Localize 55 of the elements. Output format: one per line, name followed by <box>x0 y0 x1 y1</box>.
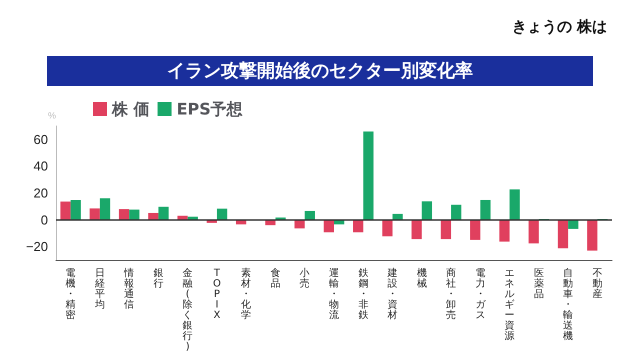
bar <box>100 198 110 220</box>
x-tick-label: 銀行 <box>153 268 164 290</box>
x-tick-label: 日経平均 <box>94 268 105 310</box>
bar <box>216 208 228 220</box>
text: きょうの 株は <box>512 18 608 36</box>
x-tick-label: 電力・ガス <box>475 268 486 321</box>
x-tick-label: 情報通信 <box>123 266 134 310</box>
bar <box>70 200 81 220</box>
bar <box>158 206 169 220</box>
y-tick-label: 0 <box>40 212 48 228</box>
bar <box>422 201 432 220</box>
x-tick-label: 鉄鋼・非鉄 <box>358 266 368 321</box>
legend-label: EPS予想 <box>176 100 244 118</box>
x-tick-label: 素材・化学 <box>240 266 252 321</box>
bar <box>392 214 403 220</box>
chart-title: イラン攻撃開始後のセクター別変化率 <box>167 60 473 82</box>
x-tick-label: 金融(除く銀行) <box>182 266 193 352</box>
bar <box>60 202 71 220</box>
bar <box>412 220 422 240</box>
bar <box>90 208 100 220</box>
x-tick-label: 機械 <box>416 266 427 290</box>
y-tick-label: 40 <box>34 158 48 174</box>
x-tick-label: 運輸・物流 <box>329 266 339 321</box>
bar <box>148 212 158 220</box>
bar <box>363 131 374 220</box>
bar <box>324 220 334 232</box>
y-tick-label: −20 <box>26 239 48 254</box>
bar <box>304 210 315 220</box>
x-tick-label: 自動車・輸送機 <box>563 266 574 342</box>
bar <box>470 220 480 240</box>
legend-label: 株 価 <box>111 100 150 118</box>
x-tick-label: 建設・資材 <box>386 266 398 321</box>
bar <box>499 220 510 242</box>
x-tick-label: 商社・卸売 <box>446 266 456 321</box>
y-tick-label: 60 <box>34 132 48 147</box>
y-axis-title: % <box>48 110 56 120</box>
bar <box>129 210 140 220</box>
bar <box>451 204 462 220</box>
x-tick-label: 食品 <box>270 266 280 290</box>
x-tick-label: 不動産 <box>592 268 602 300</box>
bar <box>353 220 364 232</box>
bar <box>118 209 130 220</box>
bar <box>558 220 568 248</box>
x-tick-label: 小売 <box>300 266 310 290</box>
bar <box>510 189 520 220</box>
x-tick-label: 医薬品 <box>534 268 544 300</box>
bar <box>382 220 393 236</box>
x-tick-label: エネルギー資源 <box>504 268 515 342</box>
bar <box>587 220 598 251</box>
y-tick-label: 20 <box>34 186 48 200</box>
bar <box>440 220 452 240</box>
x-tick-label: TOPIX <box>212 268 222 321</box>
bar <box>528 220 539 244</box>
bar <box>480 200 491 220</box>
x-tick-label: 電機・精密 <box>66 268 76 321</box>
